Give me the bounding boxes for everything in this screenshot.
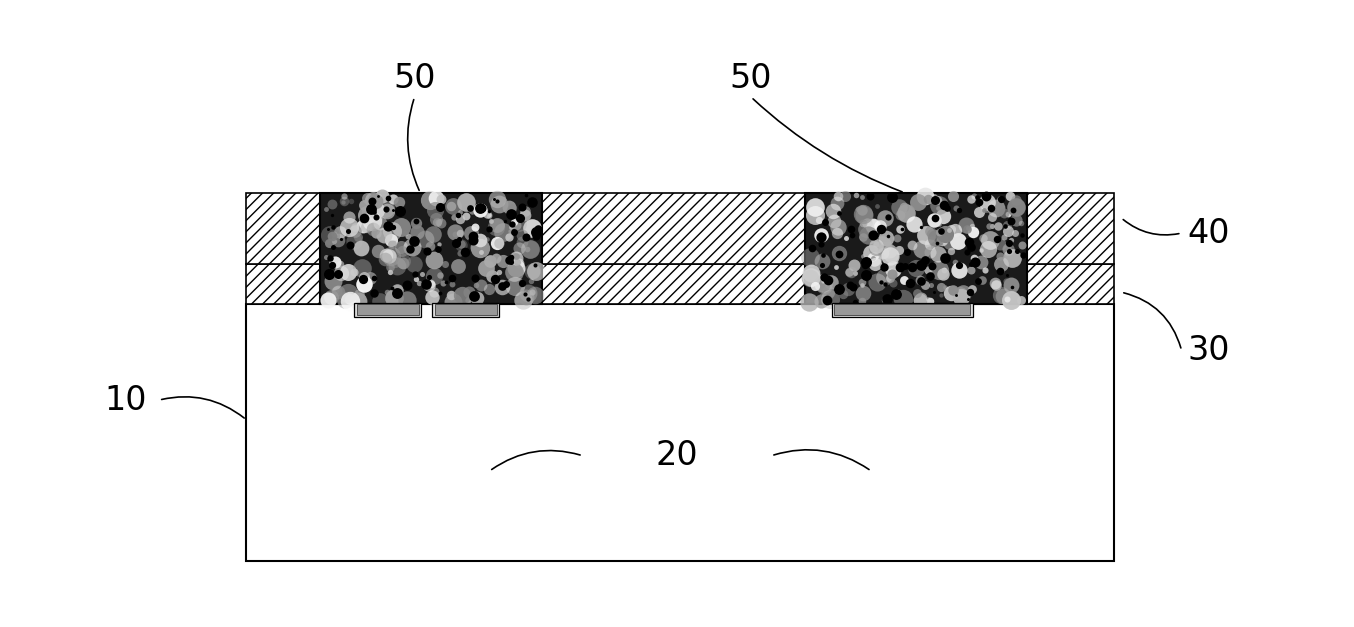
Bar (435, 304, 497, 315)
Bar (432, 303, 500, 317)
Text: 50: 50 (730, 62, 772, 95)
Text: 40: 40 (1187, 216, 1229, 250)
Bar (834, 304, 971, 315)
Text: 50: 50 (394, 62, 436, 95)
Bar (246, 193, 1114, 264)
Bar (321, 193, 543, 304)
Bar (246, 264, 1114, 304)
Text: 30: 30 (1187, 334, 1229, 367)
Bar (356, 304, 418, 315)
Bar (246, 304, 1114, 561)
Bar (831, 303, 974, 317)
Bar (804, 193, 1026, 304)
Text: 10: 10 (104, 384, 146, 416)
Bar (353, 303, 421, 317)
Text: 20: 20 (655, 440, 699, 472)
